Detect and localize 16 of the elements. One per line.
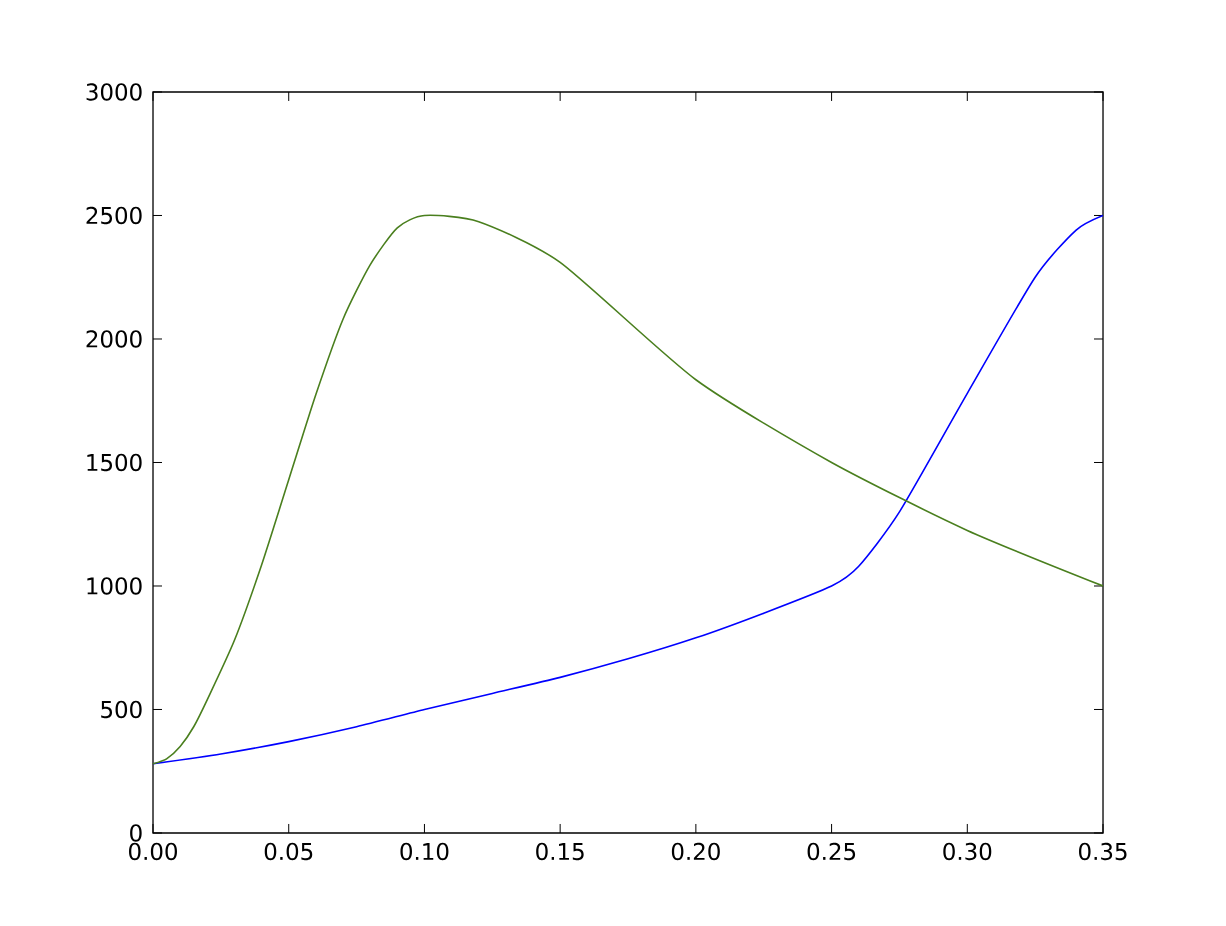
x-tick-label: 0.05 xyxy=(264,842,313,861)
x-tick-label: 0.35 xyxy=(1079,842,1127,861)
y-tick-label: 2000 xyxy=(86,330,142,348)
y-tick-label: 0 xyxy=(130,824,142,842)
y-tick-label: 3000 xyxy=(86,83,142,101)
line-series xyxy=(153,214,1104,765)
y-tick-label: 2500 xyxy=(86,206,142,225)
y-tick-label: 1500 xyxy=(87,453,142,472)
x-tick-label: 0.25 xyxy=(807,842,856,861)
x-tick-label: 0.30 xyxy=(943,842,992,861)
y-tick-label: 500 xyxy=(101,700,142,719)
y-tick-label: 1000 xyxy=(87,577,142,595)
x-tick-label: 0.20 xyxy=(671,842,720,861)
x-tick-label: 0.00 xyxy=(129,842,177,861)
x-tick-label: 0.15 xyxy=(536,842,584,861)
x-tick-label: 0.10 xyxy=(400,842,449,861)
